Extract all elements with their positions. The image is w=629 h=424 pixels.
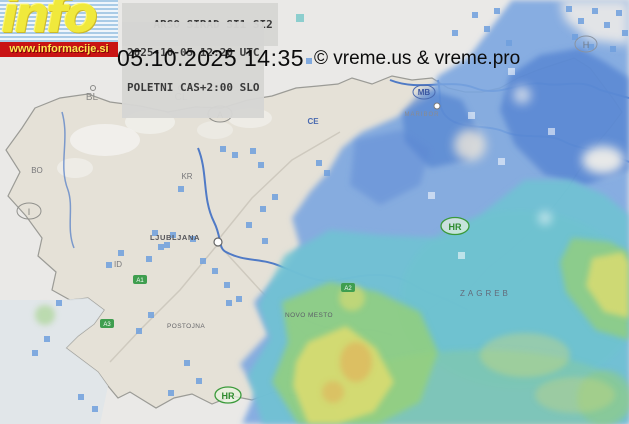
city-label-ljubljana: LJUBLJANA [150,233,200,242]
road-shield-a1: A1 [133,275,147,284]
country-label-italy: I [28,207,31,217]
info-logo: info www.informacije.si [0,0,118,57]
svg-text:A2: A2 [344,286,352,292]
radar-pixel-cells [32,6,628,412]
svg-text:A3: A3 [103,322,111,328]
city-label-zagreb: ZAGREB [460,289,511,298]
city-label-bo: BO [31,166,43,175]
road-shield-a2: A2 [341,283,355,292]
country-label-croatia-east: HR [449,222,462,232]
city-label-ce: CE [307,117,319,126]
city-label-kr: KR [181,172,192,181]
precipitation-layer-heavy [322,342,372,403]
copyright-text[interactable]: © vreme.us & vreme.pro [314,48,521,69]
city-label-mb: MB [418,88,431,97]
road-shield-a3: A3 [100,319,114,328]
radar-utc-timestamp: 2025-10-05 12:20 UTC [127,46,260,59]
city-label-id: ID [114,260,122,269]
radar-local-time-note: POLETNI CAS+2:00 SLO [127,80,260,94]
city-label-maribor: MARIBOR [404,112,439,118]
city-label-novo-mesto: NOVO MESTO [285,312,333,319]
logo-url-banner[interactable]: www.informacije.si [0,42,118,57]
country-label-hungary: H [583,40,590,50]
svg-text:A1: A1 [136,278,144,284]
city-label-postojna: POSTOJNA [167,323,205,330]
logo-stripes-background [0,0,118,42]
radar-time-box: 2025-10-05 12:20 UTC POLETNI CAS+2:00 SL… [122,22,265,118]
city-label-bl: BL [86,92,99,103]
dry-gaps [454,0,629,224]
local-datetime-text: 05.10.2025 14:35 [117,45,305,71]
country-label-croatia-south: HR [222,391,235,401]
logo-wordmark: info [1,0,98,44]
